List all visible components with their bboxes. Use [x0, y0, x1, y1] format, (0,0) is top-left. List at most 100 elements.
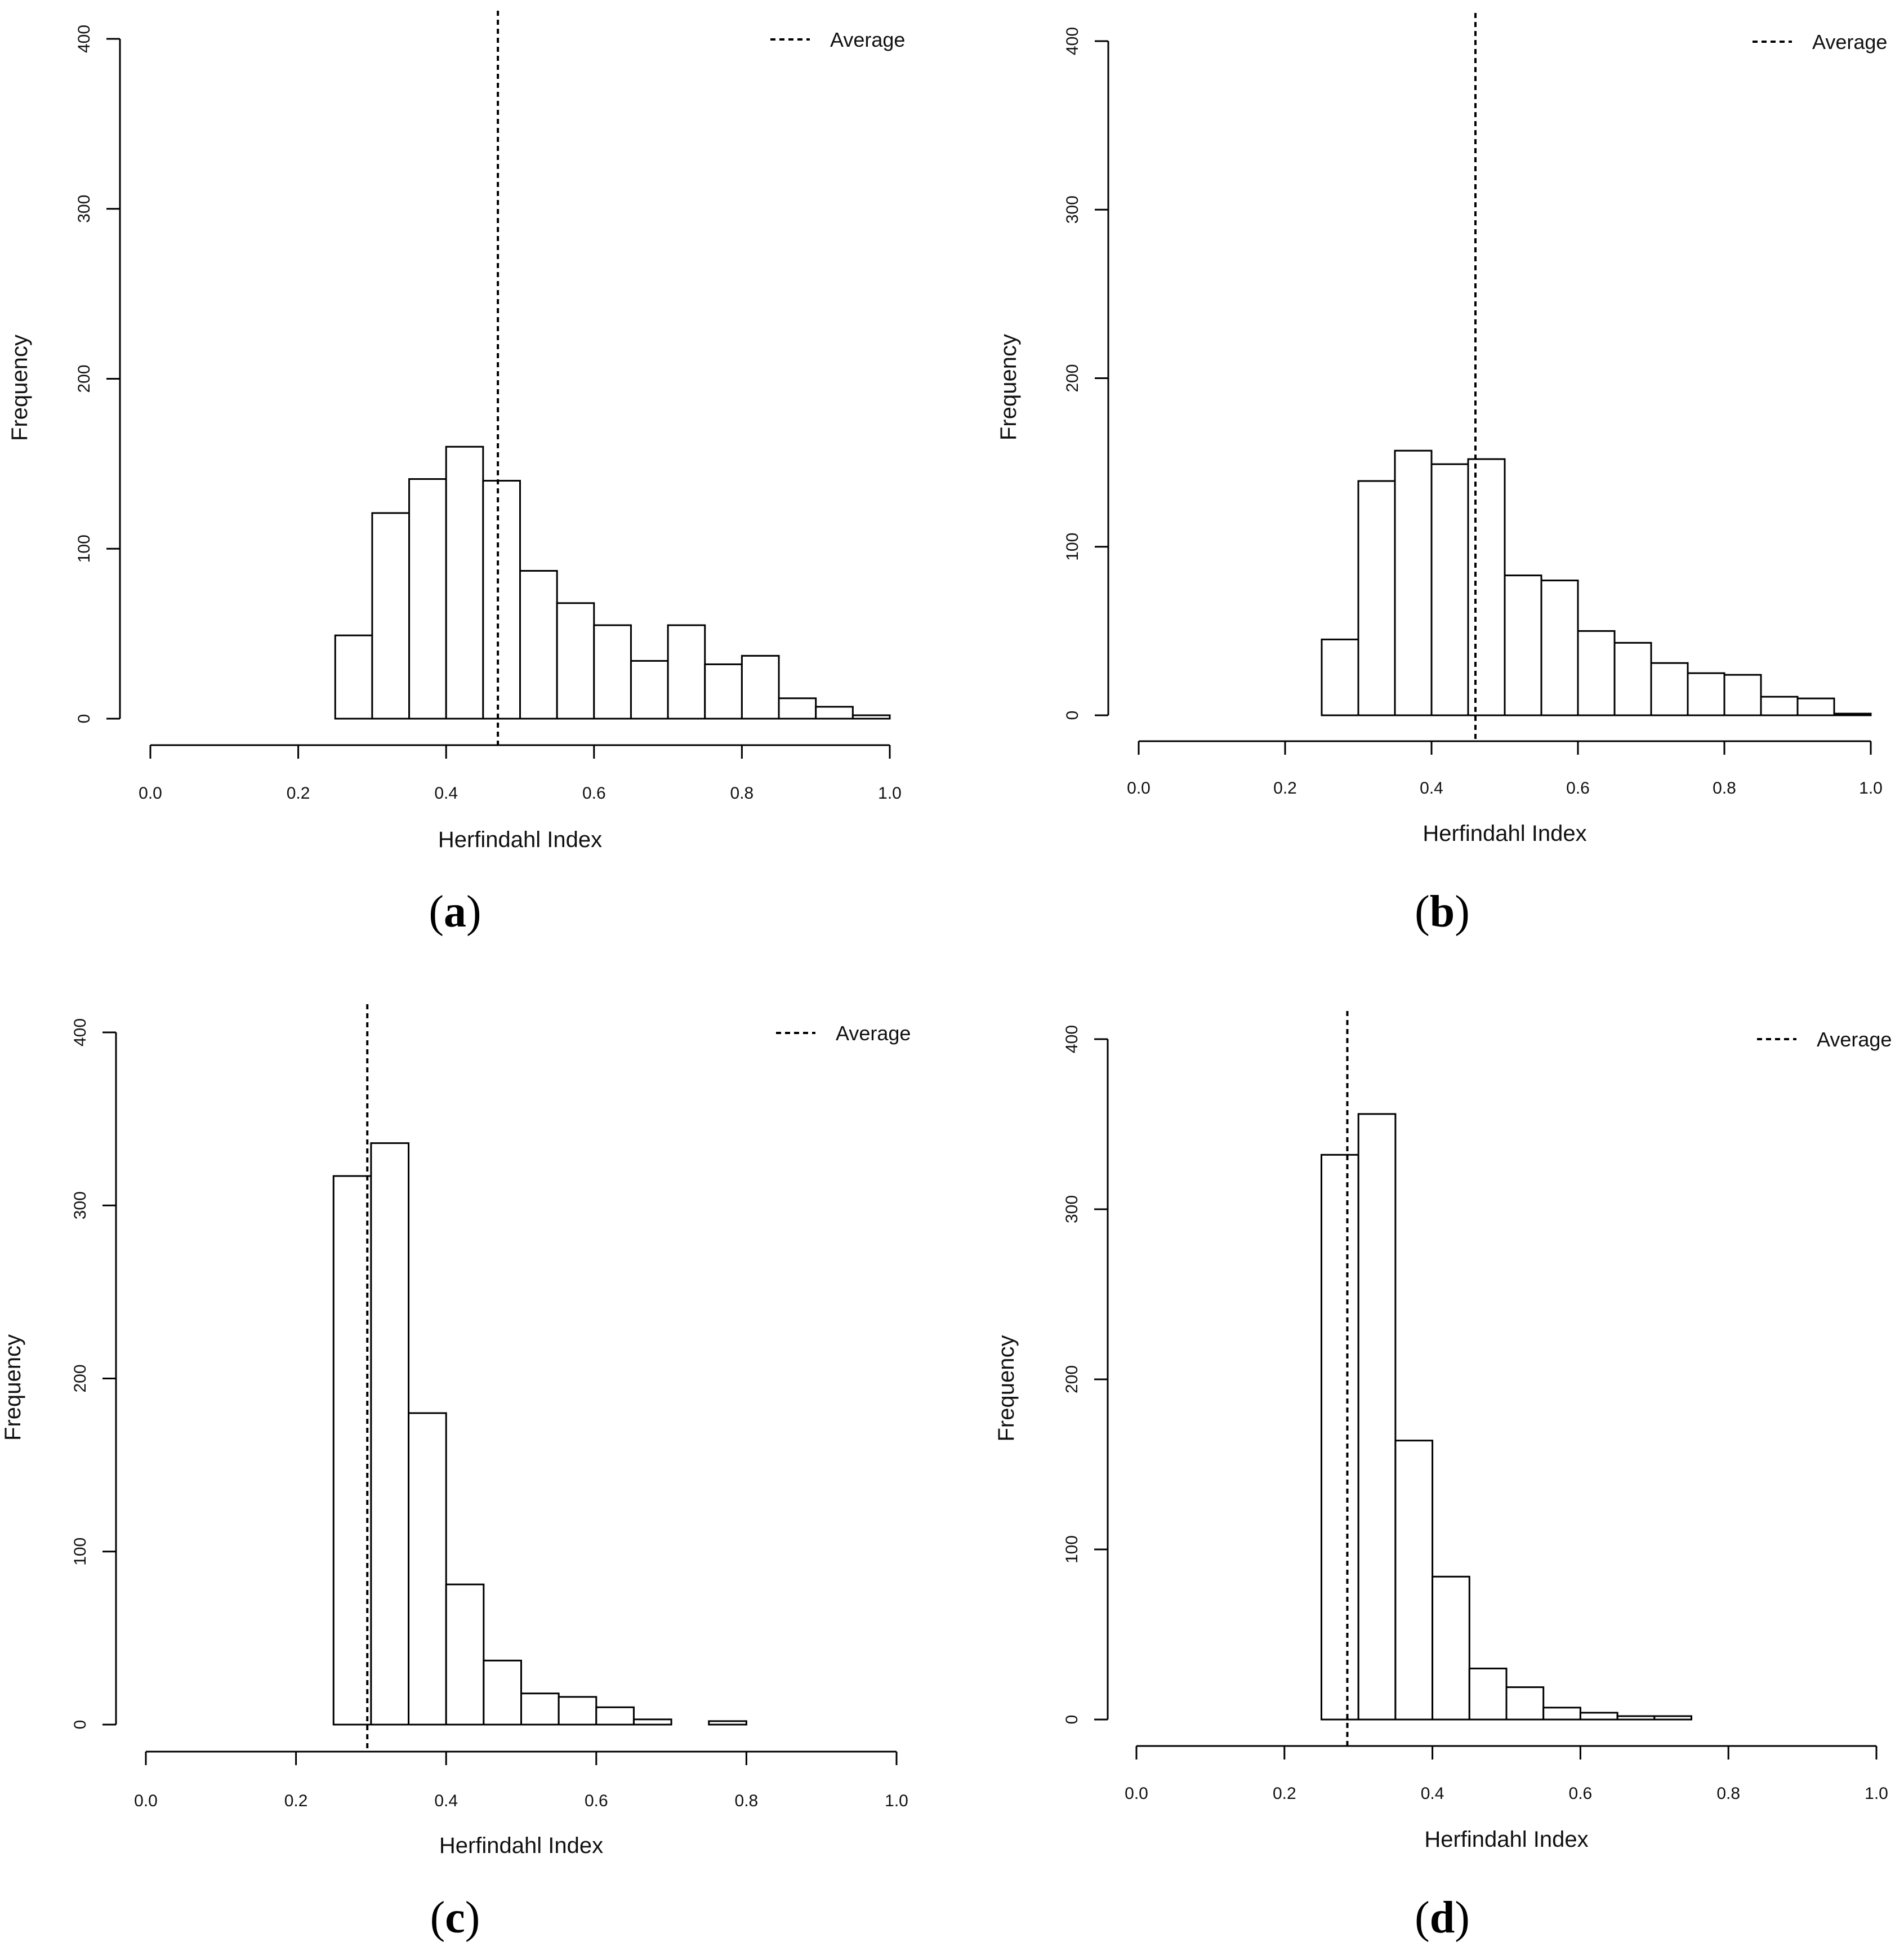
histogram-bar	[815, 706, 854, 720]
panel-label-letter: d	[1430, 1893, 1455, 1943]
y-tick-label: 300	[75, 195, 93, 223]
legend-label: Average	[836, 1022, 911, 1045]
x-tick-label: 0.6	[1566, 779, 1590, 798]
histogram-bar	[1321, 638, 1359, 716]
histogram-bar	[708, 1720, 747, 1726]
x-tick-label: 0.6	[582, 784, 606, 803]
panel-label-open-paren: (	[1415, 1893, 1430, 1943]
histogram-bar	[632, 1718, 672, 1726]
x-tick-label: 0.2	[1273, 1784, 1296, 1803]
legend-label: Average	[830, 28, 905, 51]
y-tick-label: 300	[1063, 195, 1082, 224]
x-tick-label: 0.0	[134, 1792, 158, 1810]
y-tick-label: 200	[1063, 364, 1082, 392]
panel-label-open-paren: (	[1415, 887, 1430, 937]
histogram-bar	[1833, 712, 1872, 716]
x-tick-label: 1.0	[885, 1792, 908, 1810]
y-tick-label: 400	[71, 1018, 90, 1046]
panel-label: (d)	[1415, 1893, 1470, 1943]
histogram-bar	[408, 478, 447, 720]
y-tick-label: 400	[1063, 1025, 1081, 1053]
legend-label: Average	[1817, 1028, 1892, 1051]
x-axis-title: Herfindahl Index	[1424, 1827, 1588, 1852]
y-axis-title: Frequency	[1, 1334, 25, 1441]
legend: Average	[776, 1022, 911, 1045]
histogram-bar	[1505, 1686, 1545, 1721]
panel-label-open-paren: (	[429, 887, 444, 937]
histogram-bar	[704, 663, 743, 720]
legend: Average	[770, 28, 905, 51]
panel-label: (a)	[429, 887, 481, 937]
histogram-bar	[556, 602, 595, 720]
histogram-bar	[851, 714, 891, 720]
histogram-bar	[1796, 697, 1835, 716]
y-tick-label: 100	[1063, 1535, 1081, 1564]
y-tick-label: 200	[1063, 1365, 1081, 1393]
histogram-bar	[1687, 672, 1725, 716]
x-tick-label: 0.6	[585, 1792, 608, 1810]
histogram-bar	[593, 624, 632, 720]
panel-label-open-paren: (	[430, 1893, 445, 1943]
y-tick-label: 400	[75, 25, 93, 53]
histogram-panel-d: 0 100 200 300 400 Frequency 0.0 0.2 0.4 0.6 0.8 1.0…	[994, 1011, 1892, 1943]
y-axis-title: Frequency	[996, 334, 1021, 440]
histogram-bar	[558, 1696, 597, 1726]
x-tick-label: 0.8	[1713, 779, 1736, 798]
y-tick-label: 0	[71, 1720, 90, 1730]
x-tick-label: 0.2	[287, 784, 310, 803]
histogram-bar	[630, 660, 669, 720]
histogram-bar	[1616, 1715, 1656, 1721]
histogram-bar	[1432, 1575, 1470, 1721]
histogram-bar	[1613, 642, 1652, 716]
y-axis-title: Frequency	[994, 1335, 1019, 1442]
histogram-bar	[483, 1659, 522, 1726]
x-tick-label: 0.0	[1125, 1784, 1148, 1803]
y-tick-label: 0	[1063, 1715, 1081, 1725]
histogram-bar	[445, 1583, 485, 1726]
x-tick-label: 0.8	[735, 1792, 759, 1810]
y-tick-label: 100	[75, 534, 93, 563]
panel-label-letter: a	[444, 887, 466, 937]
histogram-bar	[1579, 1712, 1618, 1721]
panel-label: (b)	[1415, 887, 1470, 937]
histogram-bar	[445, 446, 484, 720]
y-tick-label: 300	[71, 1191, 90, 1219]
histogram-bar	[595, 1706, 635, 1726]
x-tick-label: 1.0	[878, 784, 902, 803]
y-tick-label: 400	[1063, 27, 1082, 55]
panel-label: (c)	[430, 1893, 480, 1943]
histogram-bar	[371, 512, 411, 720]
histogram-bar	[334, 634, 373, 720]
histogram-bar	[1723, 674, 1762, 716]
y-tick-label: 300	[1063, 1195, 1081, 1223]
y-tick-label: 100	[71, 1538, 90, 1566]
histogram-bar	[1394, 449, 1433, 716]
histogram-bar	[667, 624, 706, 720]
histogram-bar	[1542, 1707, 1581, 1721]
histogram-bar	[1650, 662, 1689, 716]
histogram-bar	[1540, 580, 1579, 716]
y-tick-label: 200	[75, 364, 93, 393]
histogram-bar	[778, 697, 817, 720]
legend: Average	[1753, 30, 1887, 54]
x-tick-label: 0.0	[1127, 779, 1151, 798]
histogram-bar	[1394, 1440, 1434, 1721]
histogram-bar	[1467, 458, 1506, 716]
x-tick-label: 0.2	[284, 1792, 308, 1810]
histogram-bar	[520, 1692, 560, 1726]
histogram-bar	[1357, 1113, 1397, 1721]
y-tick-label: 200	[71, 1364, 90, 1392]
y-tick-label: 100	[1063, 533, 1082, 561]
y-tick-label: 0	[1063, 711, 1082, 720]
x-axis-title: Herfindahl Index	[438, 827, 602, 852]
y-tick-label: 0	[75, 714, 93, 724]
histogram-bar	[741, 654, 780, 720]
x-axis-title: Herfindahl Index	[1423, 821, 1586, 846]
x-axis-title: Herfindahl Index	[439, 1833, 603, 1858]
x-tick-label: 0.4	[434, 784, 458, 803]
x-tick-label: 1.0	[1865, 1784, 1888, 1803]
histogram-bar	[1760, 696, 1799, 716]
x-tick-label: 0.4	[1421, 1784, 1444, 1803]
x-tick-label: 0.4	[1420, 779, 1443, 798]
